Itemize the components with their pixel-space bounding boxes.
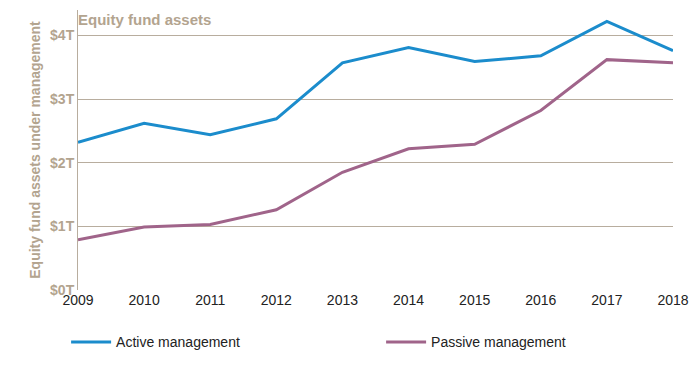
svg-text:Equity fund assets: Equity fund assets bbox=[78, 11, 211, 28]
svg-text:$1T: $1T bbox=[50, 218, 75, 234]
svg-text:2011: 2011 bbox=[195, 292, 225, 308]
svg-text:$2T: $2T bbox=[50, 155, 75, 171]
svg-text:2009: 2009 bbox=[62, 292, 93, 308]
svg-text:2012: 2012 bbox=[261, 292, 292, 308]
svg-text:2018: 2018 bbox=[657, 292, 688, 308]
svg-text:2014: 2014 bbox=[393, 292, 424, 308]
svg-text:2016: 2016 bbox=[525, 292, 556, 308]
svg-text:2010: 2010 bbox=[129, 292, 160, 308]
svg-text:$0T: $0T bbox=[50, 282, 75, 298]
svg-text:Active management: Active management bbox=[116, 334, 240, 350]
svg-text:2017: 2017 bbox=[591, 292, 622, 308]
svg-text:$3T: $3T bbox=[50, 91, 75, 107]
svg-text:2015: 2015 bbox=[459, 292, 490, 308]
svg-text:$4T: $4T bbox=[50, 27, 75, 43]
svg-text:Passive management: Passive management bbox=[431, 334, 566, 350]
svg-text:2013: 2013 bbox=[327, 292, 358, 308]
svg-text:Equity fund assets under manag: Equity fund assets under management bbox=[27, 21, 43, 279]
